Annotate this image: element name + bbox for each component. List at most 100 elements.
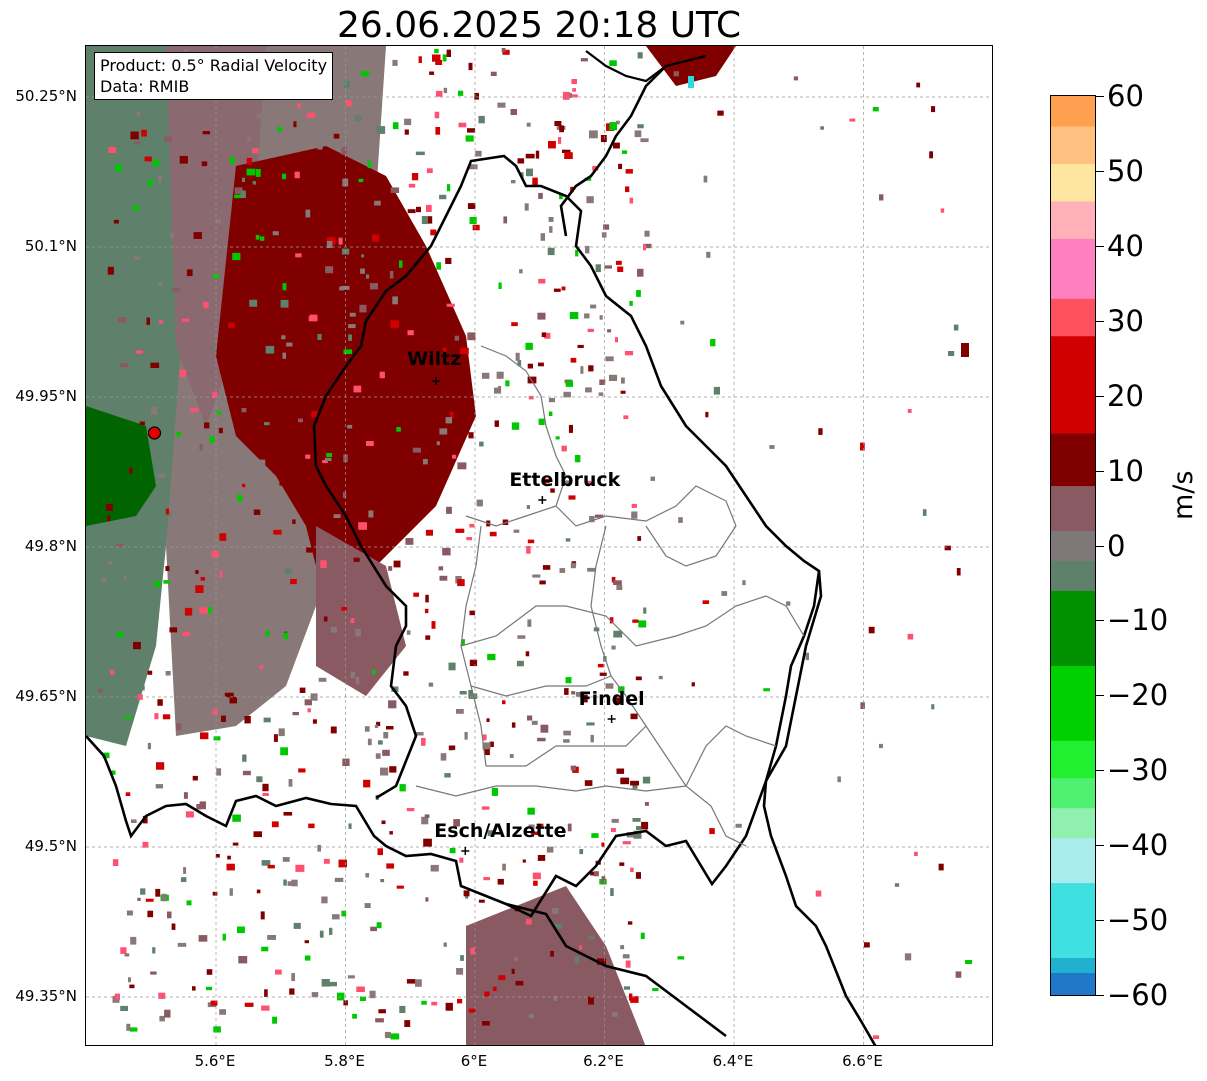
echo-pixel bbox=[421, 737, 426, 746]
echo-pixel bbox=[307, 708, 311, 713]
echo-pixel bbox=[425, 529, 433, 536]
city-markers bbox=[147, 377, 616, 855]
echo-pixel bbox=[292, 135, 300, 139]
echo-pixel bbox=[256, 776, 263, 783]
colorbar-tick-mark bbox=[1096, 245, 1104, 247]
echo-pixel bbox=[673, 71, 679, 77]
echo-pixel bbox=[467, 203, 476, 209]
echo-pixel bbox=[511, 968, 515, 974]
echo-pixel bbox=[378, 740, 383, 745]
echo-pixel bbox=[350, 618, 355, 624]
echo-pixel bbox=[446, 506, 452, 514]
echo-pixel bbox=[615, 337, 618, 343]
echo-pixel bbox=[538, 192, 543, 199]
echo-pixel bbox=[436, 441, 441, 446]
echo-pixel bbox=[631, 511, 638, 519]
echo-pixel bbox=[361, 254, 365, 258]
echo-pixel bbox=[630, 996, 639, 1003]
echo-pixel bbox=[165, 508, 169, 515]
colorbar-segment bbox=[1051, 238, 1095, 299]
canton-border bbox=[470, 675, 612, 697]
echo-pixel bbox=[232, 252, 241, 261]
echo-pixel bbox=[543, 478, 550, 484]
echo-pixel bbox=[379, 371, 385, 379]
echo-pixel bbox=[652, 988, 659, 992]
echo-pixel bbox=[525, 651, 530, 657]
echo-pixel bbox=[155, 784, 163, 789]
radar-map[interactable] bbox=[85, 45, 993, 1046]
echo-pixel bbox=[526, 122, 531, 127]
echo-pixel bbox=[542, 565, 551, 570]
echo-pixel bbox=[484, 749, 490, 756]
echo-pixel bbox=[128, 977, 131, 983]
echo-pixel bbox=[199, 801, 206, 810]
echo-pixel bbox=[837, 776, 841, 783]
echo-pixel bbox=[525, 342, 533, 350]
colorbar-tick-label: −30 bbox=[1107, 753, 1169, 788]
echo-pixel bbox=[232, 842, 239, 846]
echo-pixel bbox=[469, 659, 478, 666]
echo-pixel bbox=[157, 699, 163, 706]
echo-pixel bbox=[860, 702, 865, 709]
echo-pixel bbox=[326, 241, 333, 248]
echo-pixel bbox=[479, 441, 484, 447]
echo-pixel bbox=[212, 891, 218, 896]
echo-pixel bbox=[396, 885, 404, 889]
echo-pixel bbox=[563, 391, 571, 398]
echo-pixel bbox=[290, 579, 297, 585]
echo-pixel bbox=[482, 734, 487, 741]
echo-pixel bbox=[252, 181, 256, 185]
echo-pixel bbox=[169, 627, 178, 633]
echo-pixel bbox=[184, 607, 193, 616]
colorbar-tick-label: −20 bbox=[1107, 678, 1169, 713]
echo-pixel bbox=[588, 365, 594, 372]
echo-pixel bbox=[306, 501, 311, 505]
radar-site-marker[interactable] bbox=[147, 426, 162, 440]
echo-pixel bbox=[421, 816, 429, 825]
echo-pixel bbox=[190, 407, 199, 413]
echo-pixel bbox=[610, 888, 614, 896]
echo-pixel bbox=[368, 510, 374, 518]
north-echo-region bbox=[646, 46, 736, 86]
echo-pixel bbox=[380, 879, 385, 883]
echo-pixel bbox=[815, 890, 822, 897]
echo-pixel bbox=[568, 495, 576, 500]
country-border bbox=[86, 154, 823, 918]
echo-pixel bbox=[793, 76, 798, 81]
echo-pixel bbox=[526, 505, 530, 509]
latitude-tick-label: 50.1°N bbox=[24, 237, 77, 255]
echo-pixel bbox=[352, 1013, 357, 1019]
echo-pixel bbox=[262, 783, 269, 792]
echo-pixel bbox=[180, 877, 187, 882]
echo-pixel bbox=[621, 150, 628, 154]
echo-pixel bbox=[226, 471, 232, 478]
echo-pixel bbox=[107, 515, 111, 522]
echo-pixel bbox=[622, 841, 631, 845]
echo-pixel bbox=[195, 570, 199, 574]
echo-pixel bbox=[478, 899, 485, 903]
colorbar-segment bbox=[1051, 485, 1095, 532]
echo-pixel bbox=[637, 52, 643, 59]
echo-pixel bbox=[123, 575, 127, 579]
colorbar-segment bbox=[1051, 96, 1095, 127]
colorbar-tick-mark bbox=[1096, 770, 1104, 772]
echo-pixel bbox=[405, 490, 413, 495]
velocity-echoes bbox=[86, 46, 973, 1045]
echo-pixel bbox=[297, 602, 302, 607]
colorbar-tick-mark bbox=[1096, 695, 1104, 697]
echo-pixel bbox=[256, 889, 261, 894]
echo-pixel bbox=[516, 660, 524, 667]
echo-pixel bbox=[134, 141, 141, 145]
echo-pixel bbox=[591, 833, 599, 838]
colorbar-tick-label: 50 bbox=[1107, 153, 1144, 188]
echo-pixel bbox=[271, 821, 279, 828]
echo-pixel bbox=[255, 235, 260, 240]
echo-pixel bbox=[650, 476, 655, 481]
echo-pixel bbox=[354, 115, 362, 122]
colorbar-segment bbox=[1051, 433, 1095, 487]
echo-pixel bbox=[537, 737, 546, 742]
echo-pixel bbox=[431, 1001, 438, 1006]
echo-pixel bbox=[150, 406, 158, 415]
echo-pixel bbox=[548, 141, 556, 149]
echo-pixel bbox=[393, 560, 401, 568]
